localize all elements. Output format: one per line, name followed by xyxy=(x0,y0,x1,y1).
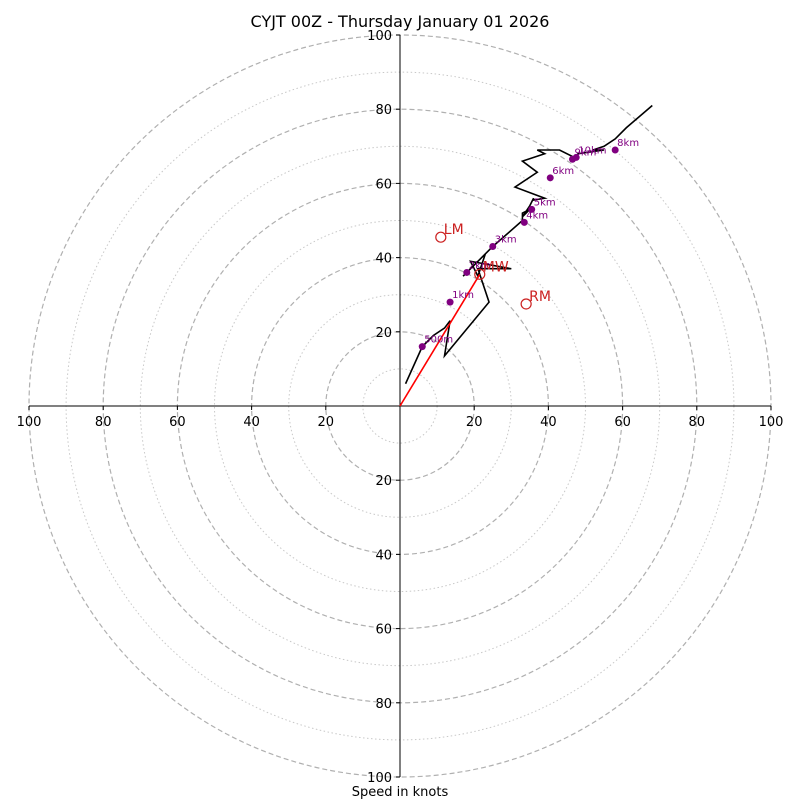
x-tick-label: 100 xyxy=(759,415,784,430)
x-tick-label: 100 xyxy=(17,415,42,430)
storm-motion-marker xyxy=(520,298,532,310)
height-marker-point xyxy=(418,343,426,351)
x-tick-label: 80 xyxy=(95,415,112,430)
height-marker-label: 4km xyxy=(526,210,548,221)
y-tick-label: 20 xyxy=(375,326,392,341)
height-marker-point xyxy=(611,146,619,154)
shear-vector-line xyxy=(399,273,481,407)
storm-motion-label: LM xyxy=(444,222,464,238)
height-marker-label: 5km xyxy=(534,197,556,208)
y-tick-label: 80 xyxy=(375,103,392,118)
x-axis-label: Speed in knots xyxy=(352,785,449,800)
height-marker-point xyxy=(520,218,528,226)
height-marker-label: 8km xyxy=(617,138,639,149)
chart-title: CYJT 00Z - Thursday January 01 2026 xyxy=(251,12,550,31)
x-tick-label: 60 xyxy=(614,415,631,430)
height-marker-point xyxy=(528,205,536,213)
height-marker-point xyxy=(546,174,554,182)
y-tick-label: 80 xyxy=(375,697,392,712)
x-tick-label: 40 xyxy=(243,415,260,430)
height-marker-point xyxy=(489,242,497,250)
x-tick-label: 40 xyxy=(540,415,557,430)
height-marker-label: 9km xyxy=(575,147,597,158)
y-tick-label: 40 xyxy=(375,252,392,267)
height-marker-label: 2km xyxy=(469,260,491,271)
y-tick-label: 100 xyxy=(367,29,392,44)
y-tick-label: 100 xyxy=(367,771,392,786)
x-tick-label: 20 xyxy=(318,415,335,430)
height-marker-label: 3km xyxy=(495,234,517,245)
y-tick-label: 40 xyxy=(375,548,392,563)
height-marker-point xyxy=(446,298,454,306)
tick-labels: 100 80 60 40 20 20 40 60 80 100 100 80 60 40 20 20 40 60 8… xyxy=(17,29,784,786)
height-marker-label: 10km xyxy=(578,145,606,156)
y-tick-label: 60 xyxy=(375,177,392,192)
hodograph-trace xyxy=(404,104,653,385)
storm-motion-label: MW xyxy=(483,259,509,275)
storm-motion-label: RM xyxy=(529,289,551,305)
height-marker-label: 500m xyxy=(424,335,453,346)
x-tick-label: 80 xyxy=(689,415,706,430)
x-tick-label: 20 xyxy=(466,415,483,430)
height-marker-label: 1km xyxy=(452,290,474,301)
storm-motion-marker xyxy=(435,231,447,243)
height-marker-label: 6km xyxy=(552,166,574,177)
height-marker-point xyxy=(463,268,471,276)
y-tick-label: 20 xyxy=(375,474,392,489)
height-marker-point xyxy=(572,153,580,161)
storm-motion-marker xyxy=(474,268,486,280)
x-tick-label: 60 xyxy=(169,415,186,430)
y-tick-label: 60 xyxy=(375,623,392,638)
